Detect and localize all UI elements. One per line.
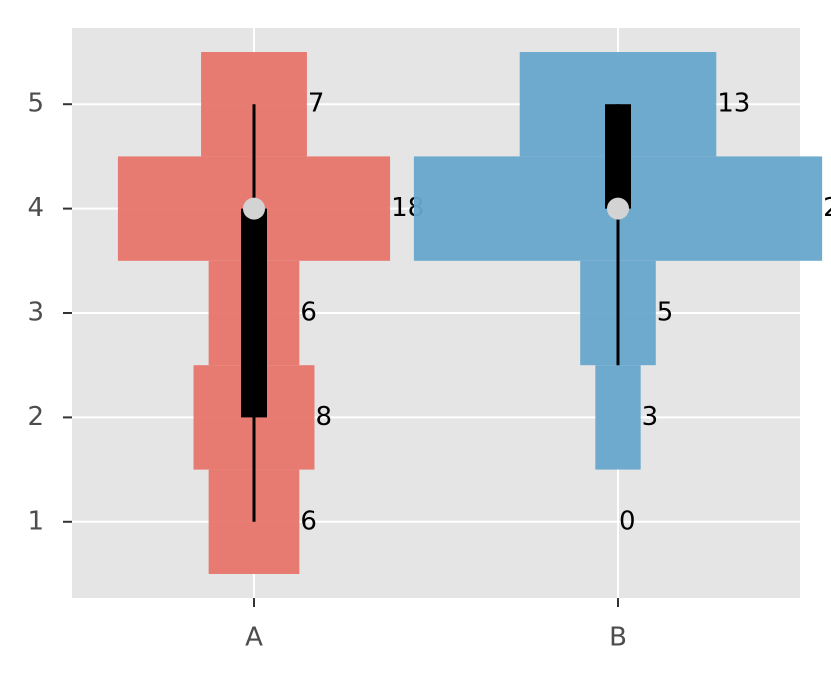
data-label: 5: [657, 298, 674, 328]
data-label: 3: [642, 402, 659, 432]
data-label: 27: [823, 193, 831, 223]
y-tick-label: 3: [27, 298, 44, 328]
y-tick-label: 5: [27, 89, 44, 119]
y-tick-label: 1: [27, 506, 44, 536]
x-tick-label: A: [245, 623, 263, 653]
median: [607, 197, 629, 220]
bar: [595, 365, 641, 470]
data-label: 7: [308, 89, 325, 119]
x-tick-label: B: [609, 623, 627, 653]
data-label: 6: [300, 298, 317, 328]
data-label: 0: [619, 506, 636, 536]
data-label: 13: [717, 89, 750, 119]
data-label: 8: [315, 402, 332, 432]
box: [605, 104, 631, 209]
y-tick-label: 2: [27, 402, 44, 432]
y-tick-label: 4: [27, 193, 44, 223]
data-label: 6: [300, 506, 317, 536]
box: [241, 208, 267, 418]
median: [243, 197, 265, 220]
